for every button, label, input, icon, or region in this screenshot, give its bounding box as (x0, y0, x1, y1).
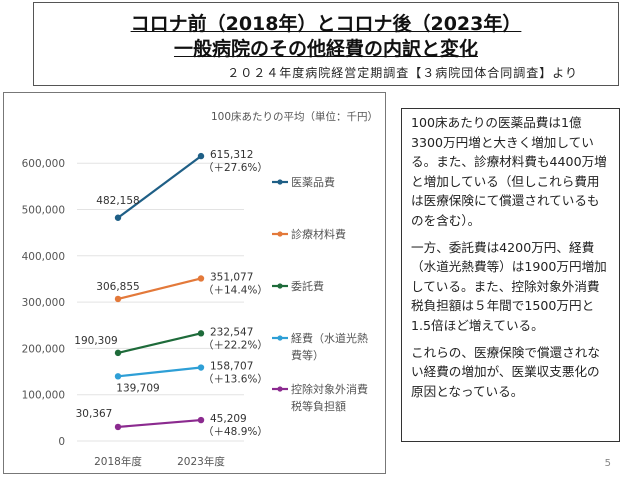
data-label: 45,209 (210, 413, 247, 425)
data-point (114, 349, 122, 357)
data-point (197, 330, 205, 337)
data-label: 158,707 (210, 361, 253, 373)
legend-marker (277, 283, 283, 289)
legend-item: 経費（水道光熱費等） (272, 331, 368, 362)
legend-label: 費等） (291, 348, 324, 362)
y-tick-label: 500,000 (22, 205, 65, 217)
y-tick-label: 200,000 (22, 343, 65, 355)
series-lines: 482,158 615,312（＋27.6%） 306,855 351,077（＋14… (74, 149, 268, 438)
summary-paragraph-2: 一方、委託費は4200万円、経費（水道光熱費等）は1900万円増加している。また… (411, 239, 607, 333)
unit-note: 100床あたりの平均（単位：千円） (211, 110, 378, 123)
legend-item: 委託費 (272, 279, 324, 293)
data-point (114, 373, 122, 380)
y-tick-label: 300,000 (22, 297, 65, 309)
data-label: 30,367 (76, 408, 113, 420)
legend-marker (277, 231, 283, 237)
y-tick-label: 100,000 (22, 390, 65, 402)
y-tick-label: 400,000 (22, 251, 65, 263)
series-4: 139,709 158,707（＋13.6%） (114, 361, 268, 394)
line-chart: 100床あたりの平均（単位：千円） 0 100,000 200,000 300,000… (22, 110, 378, 468)
series-line (117, 155, 202, 219)
legend-label: 医薬品費 (291, 175, 335, 189)
series-1: 482,158 615,312（＋27.6%） (96, 149, 268, 221)
legend-label: 税等負担額 (291, 399, 346, 413)
x-axis-ticks: 2018年度 2023年度 (94, 455, 225, 468)
series-line (117, 366, 202, 378)
summary-paragraph-3: これらの、医療保険で償還されない経費の増加が、医業収支悪化の原因となっている。 (411, 344, 600, 399)
data-point (114, 295, 122, 303)
y-axis-ticks: 0 100,000 200,000 300,000 400,000 500,000 600,… (22, 158, 65, 448)
data-label: 306,855 (96, 281, 139, 293)
legend-marker (277, 386, 283, 392)
series-line (117, 332, 202, 354)
data-label: 232,547 (210, 326, 253, 338)
change-label: （＋27.6%） (203, 162, 268, 174)
legend-label: 経費（水道光熱 (291, 331, 368, 345)
change-label: （＋48.9%） (203, 426, 268, 438)
data-label: 482,158 (96, 195, 139, 207)
change-label: （＋14.4%） (203, 284, 268, 296)
gridlines (77, 162, 244, 442)
title-box: コロナ前（2018年）とコロナ後（2023年） 一般病院のその他経費の内訳と変化… (33, 2, 619, 86)
legend-label: 控除対象外消費 (291, 382, 368, 396)
data-point (114, 423, 122, 431)
summary-textbox: 100床あたりの医薬品費は1億3300万円増と大きく増加している。また、診療材料… (401, 108, 620, 442)
data-label: 351,077 (210, 271, 253, 283)
legend-label: 委託費 (291, 279, 324, 293)
x-tick-label: 2023年度 (177, 455, 225, 468)
legend-label: 診療材料費 (291, 227, 346, 241)
change-label: （＋13.6%） (203, 374, 268, 386)
x-tick-label: 2018年度 (94, 455, 142, 468)
page-title-line1: コロナ前（2018年）とコロナ後（2023年） (130, 13, 522, 35)
summary-paragraph-1: 100床あたりの医薬品費は1億3300万円増と大きく増加している。また、診療材料… (411, 115, 607, 228)
data-point (197, 275, 205, 282)
series-3: 190,309 232,547（＋22.2%） (74, 326, 268, 357)
legend-marker (277, 179, 283, 185)
page-title-line2: 一般病院のその他経費の内訳と変化 (173, 38, 478, 60)
y-tick-label: 0 (58, 436, 65, 448)
series-line (117, 418, 202, 429)
page-number: 5 (604, 458, 611, 469)
chart-panel: 100床あたりの平均（単位：千円） 0 100,000 200,000 300,000… (3, 92, 386, 474)
data-point (197, 364, 205, 371)
data-point (114, 214, 122, 221)
source-note: ２０２４年度病院経営定期調査【３病院団体合同調査】より (227, 66, 578, 80)
series-line (117, 277, 202, 300)
series-2: 306,855 351,077（＋14.4%） (96, 271, 268, 303)
data-label: 190,309 (74, 335, 117, 347)
change-label: （＋22.2%） (203, 339, 268, 351)
data-point (197, 152, 205, 160)
data-label: 139,709 (116, 382, 159, 394)
data-label: 615,312 (210, 149, 253, 161)
y-tick-label: 600,000 (22, 158, 65, 170)
legend-item: 医薬品費 (272, 175, 335, 189)
series-5: 30,367 45,209（＋48.9%） (76, 408, 268, 438)
data-point (197, 416, 205, 424)
legend-marker (277, 335, 283, 341)
legend-item: 診療材料費 (272, 227, 346, 241)
